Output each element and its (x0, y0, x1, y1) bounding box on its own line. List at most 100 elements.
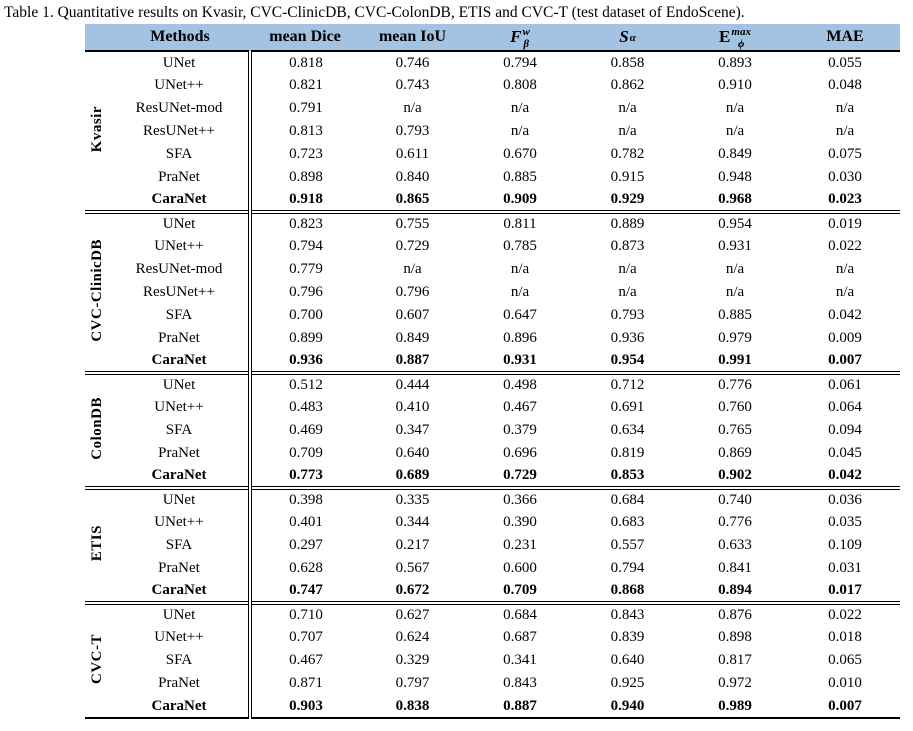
metric-value-cell: 0.811 (503, 216, 537, 232)
metric-value-cell: 0.796 (395, 284, 430, 300)
method-name-cell: CaraNet (151, 582, 207, 598)
metric-value-cell: 0.009 (828, 330, 862, 346)
metric-value-cell: 0.813 (248, 120, 360, 143)
metric-value-cell: 0.390 (503, 514, 537, 530)
table-row: CaraNet 0.936 0.887 0.931 0.954 0.991 0.007 (85, 350, 900, 373)
metric-value-cell: 0.849 (718, 146, 752, 162)
table-row: SFA 0.700 0.607 0.647 0.793 0.885 0.042 (85, 304, 900, 327)
metric-value-cell: 0.048 (828, 77, 862, 93)
dataset-label: CVC-T (89, 634, 105, 684)
method-name-cell: CaraNet (151, 467, 207, 483)
metric-value-cell: 0.670 (503, 146, 537, 162)
table-caption: Table 1. Quantitative results on Kvasir,… (4, 4, 745, 21)
metric-value-cell: 0.839 (610, 629, 645, 645)
metric-value-cell: 0.467 (248, 649, 360, 672)
table-row: SFA 0.467 0.329 0.341 0.640 0.817 0.065 (85, 649, 900, 672)
dataset-section: ETIS UNet 0.398 0.335 0.366 0.684 0.740 0.036 UN… (85, 488, 900, 603)
metric-value-cell: n/a (403, 100, 422, 116)
dataset-label: ETIS (89, 525, 105, 562)
metric-value-cell: 0.341 (503, 652, 537, 668)
method-name-cell: ResUNet++ (143, 123, 215, 139)
metric-value-cell: 0.055 (828, 54, 862, 71)
metric-value-cell: 0.838 (395, 697, 430, 714)
method-name-cell: UNet (162, 216, 196, 232)
metric-value-cell: n/a (725, 261, 745, 277)
metric-value-cell: 0.740 (718, 492, 752, 508)
table-row: CaraNet 0.903 0.838 0.887 0.940 0.989 0.007 (85, 695, 900, 718)
metric-value-cell: 0.710 (248, 603, 360, 626)
metric-value-cell: 0.557 (610, 537, 645, 553)
metric-value-cell: 0.755 (395, 216, 430, 232)
metric-value-cell: 0.948 (718, 169, 752, 185)
metric-value-cell: n/a (725, 100, 745, 116)
metric-value-cell: 0.035 (828, 514, 862, 530)
table-row: PraNet 0.899 0.849 0.896 0.936 0.979 0.009 (85, 327, 900, 350)
method-name-cell: CaraNet (151, 352, 207, 368)
table-row: SFA 0.723 0.611 0.670 0.782 0.849 0.075 (85, 143, 900, 166)
metric-value-cell: 0.954 (610, 352, 645, 368)
dataset-label: Kvasir (89, 105, 105, 153)
metric-value-cell: 0.022 (828, 607, 862, 623)
metric-value-cell: 0.401 (248, 511, 360, 534)
metric-value-cell: 0.042 (828, 467, 862, 483)
metric-value-cell: 0.876 (718, 607, 752, 623)
table-row: UNet++ 0.483 0.410 0.467 0.691 0.760 0.064 (85, 396, 900, 419)
method-name-cell: UNet (162, 607, 196, 623)
metric-value-cell: 0.909 (503, 191, 537, 207)
metric-value-cell: 0.634 (610, 422, 645, 438)
metric-value-cell: 0.910 (718, 77, 752, 93)
metric-value-cell: 0.064 (828, 399, 862, 415)
metric-value-cell: 0.379 (503, 422, 537, 438)
method-name-cell: SFA (165, 652, 193, 668)
metric-value-cell: 0.600 (503, 560, 537, 576)
metric-value-cell: 0.018 (828, 629, 862, 645)
table-row: CVC-ClinicDB UNet 0.823 0.755 0.811 0.889 0.95… (85, 212, 900, 342)
metric-value-cell: 0.707 (248, 626, 360, 649)
metric-value-cell: 0.498 (503, 377, 537, 393)
metric-value-cell: 0.793 (610, 307, 645, 323)
metric-value-cell: n/a (403, 261, 422, 277)
metric-value-cell: 0.936 (248, 350, 360, 373)
metric-value-cell: 0.036 (828, 492, 862, 508)
metric-value-cell: 0.684 (610, 492, 645, 508)
dataset-section: CVC-T UNet 0.710 0.627 0.684 0.843 0.876 0.022 U… (85, 603, 900, 718)
metric-value-cell: 0.624 (395, 629, 430, 645)
metric-value-cell: 0.782 (610, 146, 645, 162)
metric-value-cell: 0.931 (503, 352, 537, 368)
metric-value-cell: 0.931 (718, 238, 752, 254)
metric-value-cell: 0.329 (395, 652, 430, 668)
metric-value-cell: 0.865 (395, 191, 430, 207)
table-row: SFA 0.469 0.347 0.379 0.634 0.765 0.094 (85, 419, 900, 442)
metric-value-cell: 0.885 (503, 169, 537, 185)
method-name-cell: SFA (165, 537, 193, 553)
metric-value-cell: 0.444 (395, 377, 430, 393)
metric-value-cell: 0.640 (610, 652, 645, 668)
metric-value-cell: 0.871 (248, 672, 360, 695)
metric-value-cell: 0.954 (718, 216, 752, 232)
metric-value-cell: n/a (725, 123, 745, 139)
metric-value-cell: 0.347 (395, 422, 430, 438)
metric-value-cell: 0.885 (718, 307, 752, 323)
metric-value-cell: 0.109 (828, 537, 862, 553)
method-name-cell: UNet++ (154, 399, 204, 415)
metric-value-cell: 0.903 (248, 695, 360, 718)
metric-value-cell: n/a (510, 261, 530, 277)
metric-value-cell: 0.853 (610, 467, 645, 483)
table-row: ResUNet++ 0.796 0.796 n/a n/a n/a n/a (85, 281, 900, 304)
metric-value-cell: 0.729 (503, 467, 537, 483)
column-header: mean Dice (250, 24, 360, 51)
method-name-cell: UNet++ (154, 514, 204, 530)
metric-value-cell: n/a (835, 261, 855, 277)
metric-value-cell: 0.898 (248, 166, 360, 189)
metric-value-cell: 0.894 (718, 582, 752, 598)
metric-value-cell: 0.940 (610, 697, 645, 714)
metric-value-cell: 0.796 (248, 281, 360, 304)
method-name-cell: ResUNet++ (143, 284, 215, 300)
metric-value-cell: 0.785 (503, 238, 537, 254)
metric-value-cell: 0.094 (828, 422, 862, 438)
metric-value-cell: 0.696 (503, 445, 537, 461)
